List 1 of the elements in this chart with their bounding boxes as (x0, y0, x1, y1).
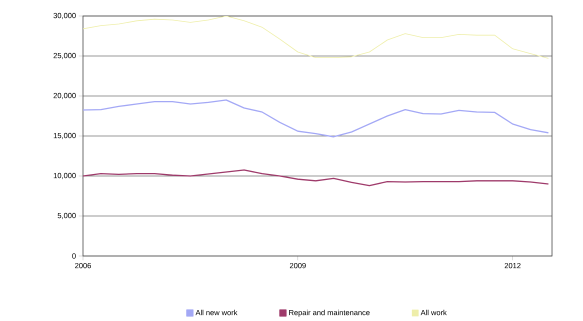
line-series (83, 16, 549, 59)
